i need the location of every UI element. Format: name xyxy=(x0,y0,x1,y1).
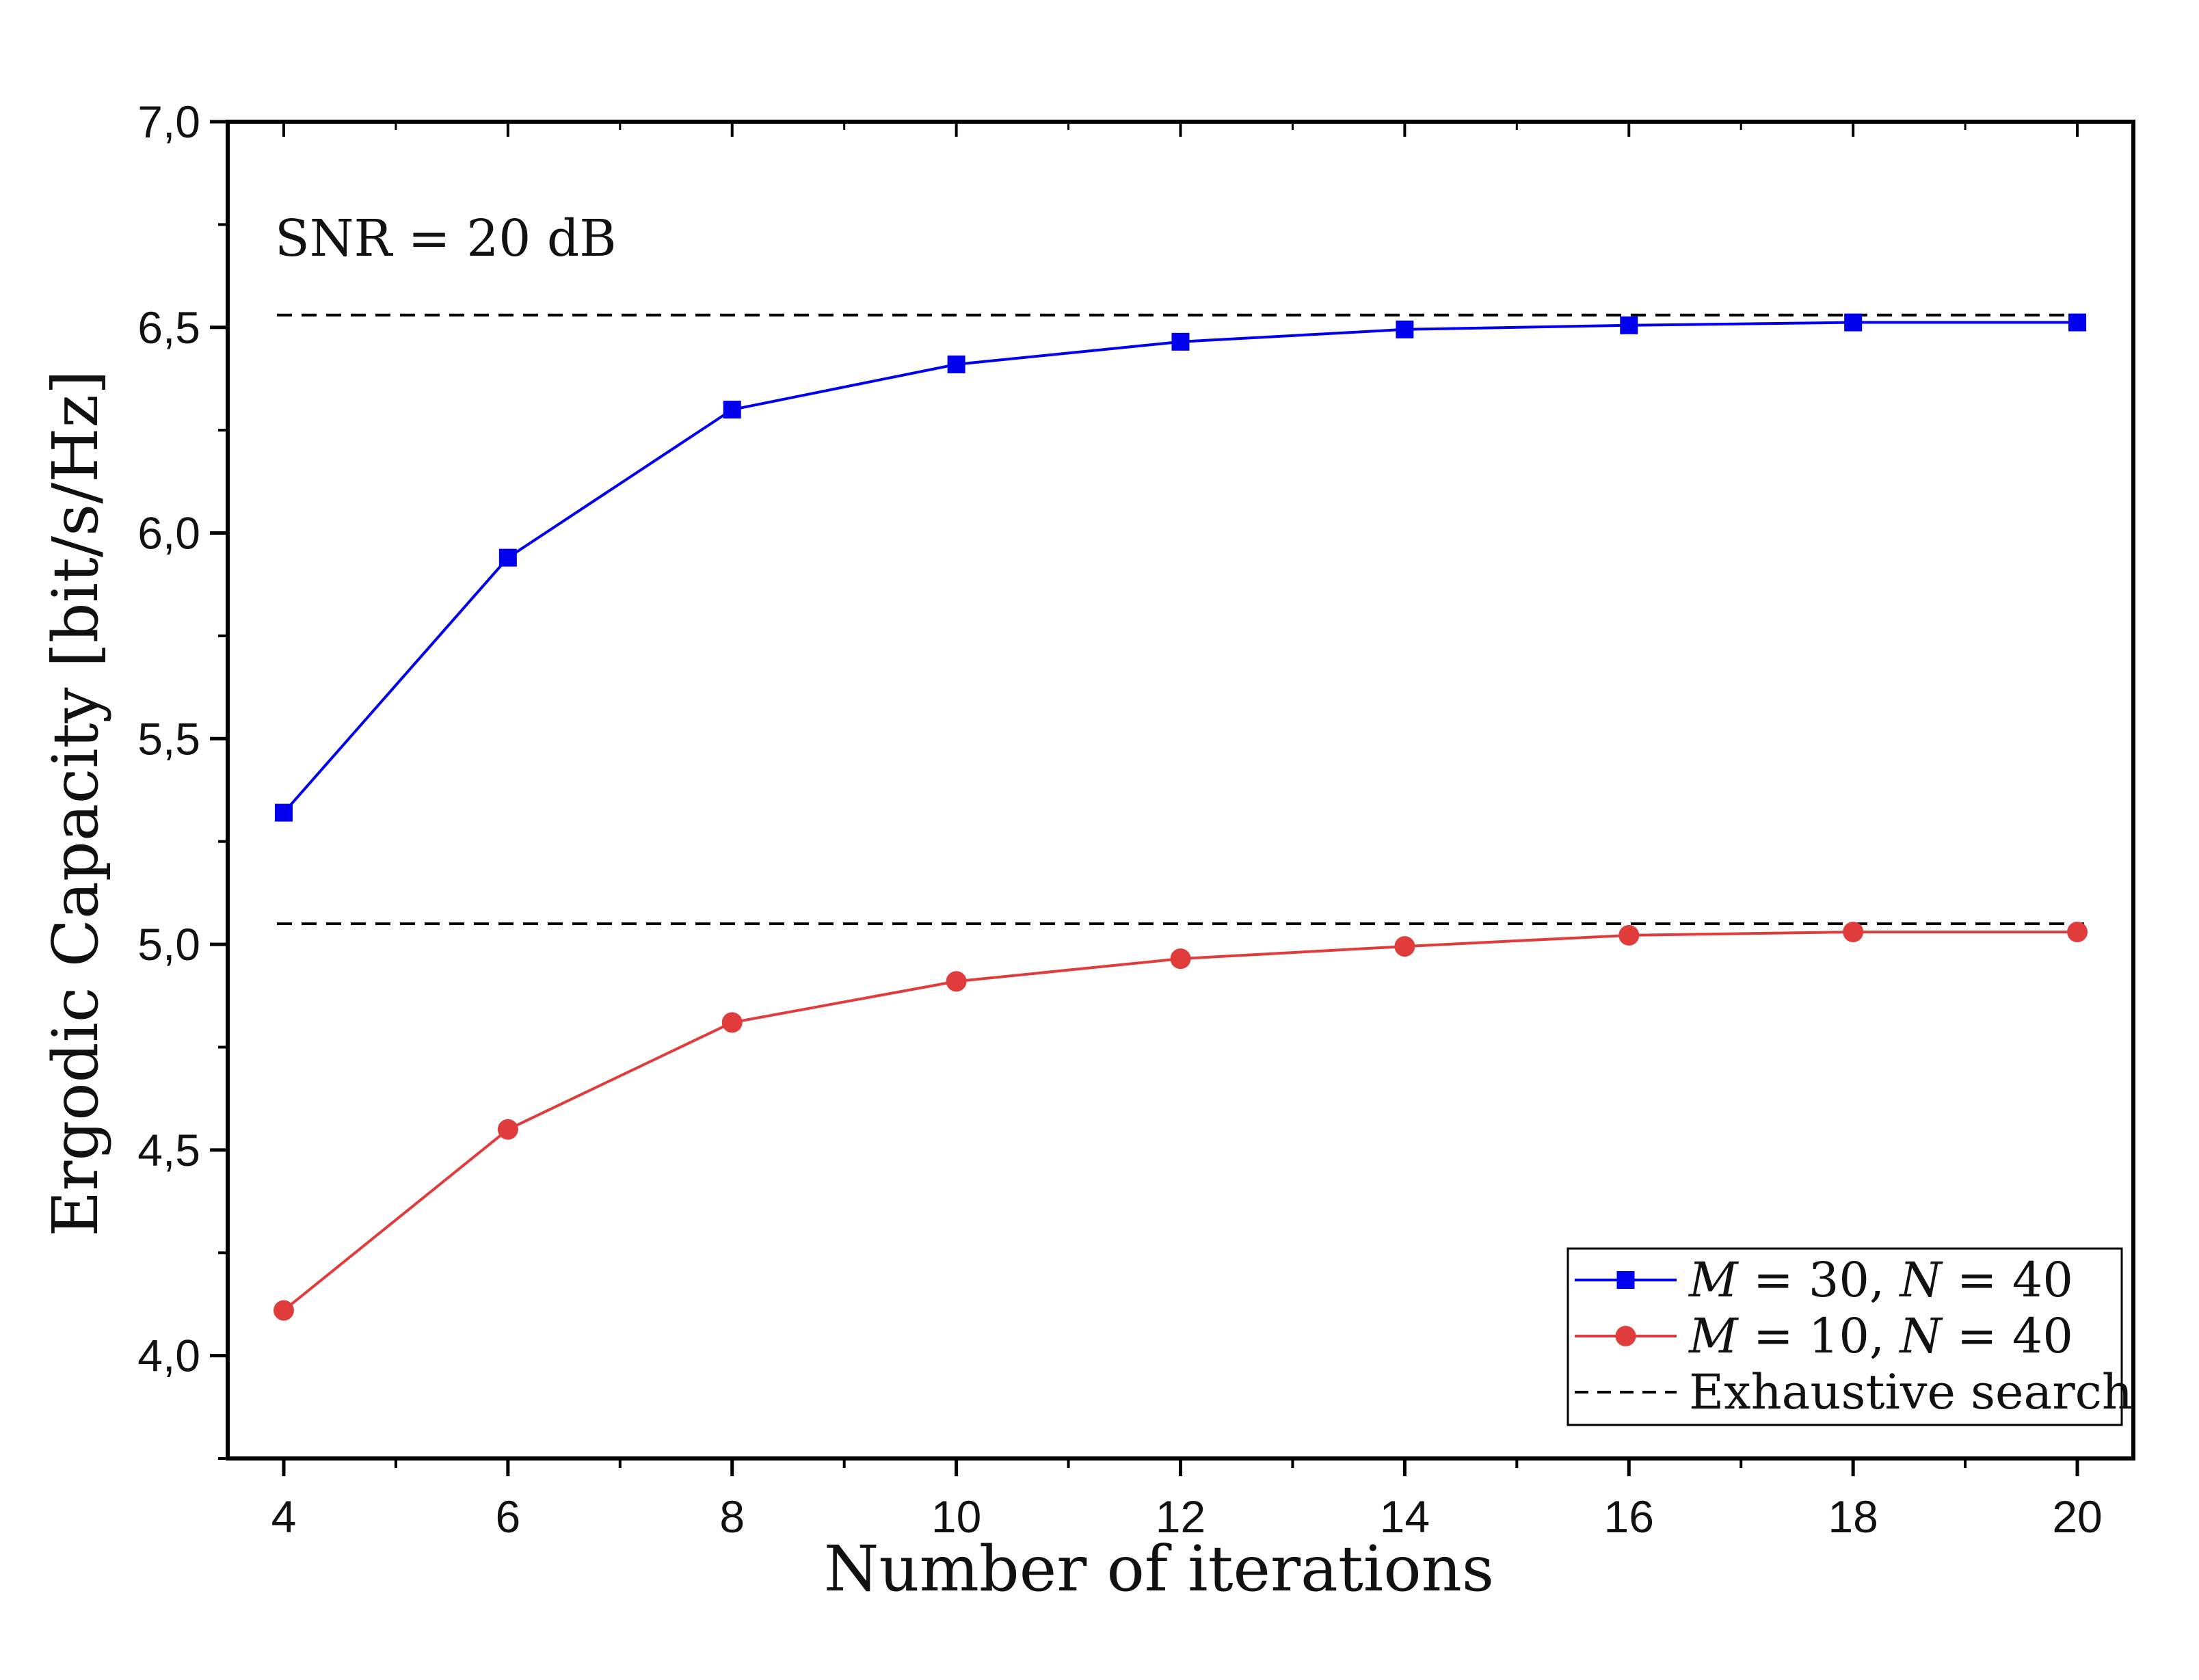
data-point-square xyxy=(498,548,517,567)
x-tick-label: 10 xyxy=(931,1491,981,1542)
x-tick-label: 16 xyxy=(1604,1491,1654,1542)
x-tick-label: 6 xyxy=(495,1491,520,1542)
y-axis: 4,0 4,5 5,0 5,5 6,0 6,5 7,0 xyxy=(137,96,228,1460)
x-tick-label: 14 xyxy=(1380,1491,1430,1542)
y-tick-label: 5,0 xyxy=(137,919,200,970)
data-point-square xyxy=(1844,313,1863,332)
legend-label-2: M = 10, N = 40 xyxy=(1688,1308,2073,1364)
y-tick-label: 4,0 xyxy=(137,1331,200,1381)
data-point-square xyxy=(1171,332,1190,351)
x-tick-label: 12 xyxy=(1156,1491,1205,1542)
data-point-square xyxy=(723,401,741,419)
y-tick-label: 4,5 xyxy=(137,1125,200,1175)
x-tick-label: 4 xyxy=(271,1491,297,1542)
data-point-circle xyxy=(1618,924,1640,946)
y-tick-label: 7,0 xyxy=(137,96,200,147)
legend-marker-circle xyxy=(1615,1326,1636,1346)
legend-label-exhaustive: Exhaustive search xyxy=(1689,1364,2133,1420)
reference-lines xyxy=(276,313,2085,925)
legend-marker-square xyxy=(1616,1271,1635,1289)
data-point-circle xyxy=(273,1300,294,1321)
x-axis-title: Number of iterations xyxy=(824,1532,1494,1605)
data-point-square xyxy=(2068,313,2087,332)
x-axis: 4 6 8 10 12 14 16 18 20 xyxy=(271,122,2103,1542)
series-group xyxy=(273,313,2088,1321)
x-tick-label: 18 xyxy=(1828,1491,1878,1542)
y-tick-label: 6,5 xyxy=(137,302,200,353)
x-tick-label: 20 xyxy=(2052,1491,2102,1542)
data-point-square xyxy=(1396,320,1414,338)
y-axis-title: Ergodic Capacity [bit/s/Hz] xyxy=(39,370,112,1237)
legend-label-1: M = 30, N = 40 xyxy=(1688,1252,2073,1308)
x-tick-label: 8 xyxy=(719,1491,745,1542)
data-point-circle xyxy=(1843,922,1864,943)
data-point-circle xyxy=(1170,948,1191,970)
data-point-square xyxy=(274,803,293,822)
y-tick-label: 5,5 xyxy=(137,713,200,764)
snr-annotation: SNR = 20 dB xyxy=(275,209,617,268)
data-point-circle xyxy=(721,1012,743,1033)
y-tick-label: 6,0 xyxy=(137,508,200,559)
data-point-circle xyxy=(2067,922,2088,943)
data-point-square xyxy=(947,355,965,373)
series-line-1 xyxy=(282,321,2078,814)
data-point-circle xyxy=(1394,936,1415,957)
data-point-circle xyxy=(946,971,967,992)
data-point-circle xyxy=(497,1119,518,1140)
data-point-square xyxy=(1620,316,1638,334)
